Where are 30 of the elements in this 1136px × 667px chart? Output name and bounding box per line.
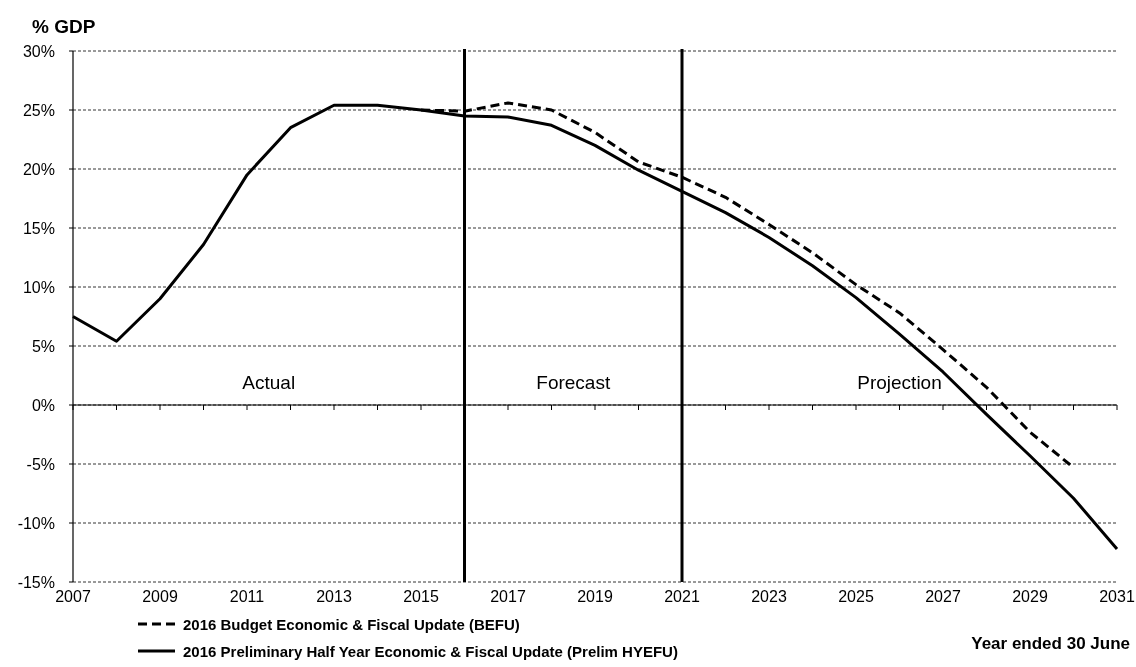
x-tick-label: 2023 xyxy=(751,588,787,605)
y-tick-label: 20% xyxy=(22,161,55,178)
y-tick-label: 15% xyxy=(22,220,55,237)
x-tick-label: 2017 xyxy=(490,588,526,605)
x-tick-label: 2015 xyxy=(403,588,439,605)
annotation: Projection xyxy=(857,372,942,393)
x-tick-label: 2009 xyxy=(142,588,178,605)
annotation: Forecast xyxy=(536,372,611,393)
annotation: Actual xyxy=(242,372,296,393)
y-axis-title: % GDP xyxy=(32,16,96,37)
x-tick-label: 2007 xyxy=(55,588,91,605)
x-tick-label: 2027 xyxy=(925,588,961,605)
x-tick-label: 2021 xyxy=(664,588,700,605)
x-tick-label: 2019 xyxy=(577,588,613,605)
x-tick-label: 2029 xyxy=(1012,588,1048,605)
y-tick-label: 25% xyxy=(22,102,55,119)
y-tick-label: 5% xyxy=(31,338,55,355)
x-tick-label: 2031 xyxy=(1099,588,1135,605)
y-tick-label: -10% xyxy=(17,515,55,532)
x-tick-label: 2013 xyxy=(316,588,352,605)
legend-label: 2016 Preliminary Half Year Economic & Fiscal Update (Prelim HYEFU) xyxy=(183,643,678,660)
x-tick-label: 2025 xyxy=(838,588,874,605)
x-tick-label: 2011 xyxy=(229,588,265,605)
y-tick-label: 10% xyxy=(22,279,55,296)
x-axis-title: Year ended 30 June xyxy=(971,634,1130,653)
y-tick-label: -15% xyxy=(17,574,55,591)
y-tick-label: 0% xyxy=(31,397,55,414)
y-tick-label: -5% xyxy=(26,456,55,473)
legend-label: 2016 Budget Economic & Fiscal Update (BEFU) xyxy=(183,616,520,633)
y-tick-label: 30% xyxy=(22,43,55,60)
